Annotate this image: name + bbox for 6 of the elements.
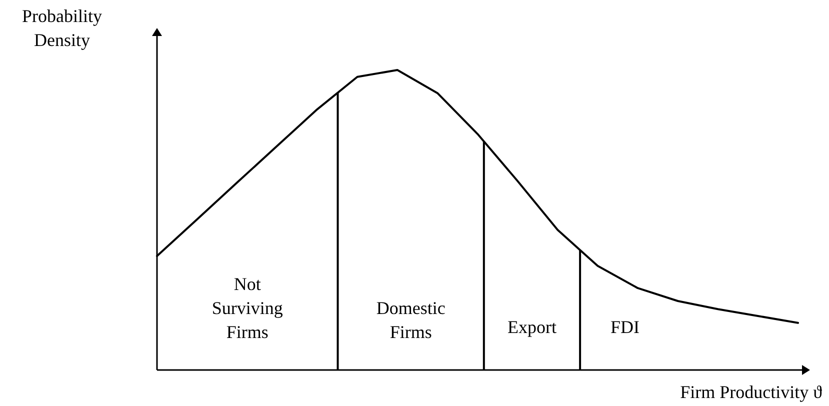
x-axis-title: Firm Productivity ϑ xyxy=(680,382,822,402)
annotation: Domestic Firms xyxy=(376,298,446,342)
annotation: FDI xyxy=(610,317,640,337)
y-axis-title: Probability Density xyxy=(22,6,102,50)
annotation: Export xyxy=(507,317,556,337)
annotation: Not Surviving Firms xyxy=(212,274,283,342)
